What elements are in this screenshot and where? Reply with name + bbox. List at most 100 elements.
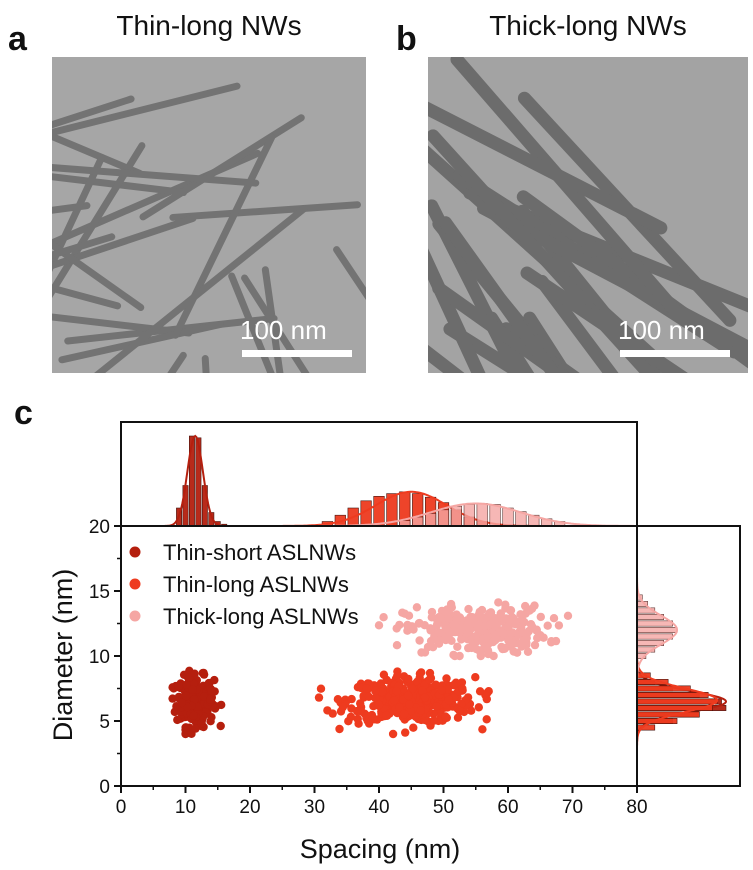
y-tick-label: 0 bbox=[99, 777, 110, 798]
scatter-point bbox=[184, 673, 194, 682]
scatter-point bbox=[441, 712, 450, 721]
scatter-point bbox=[190, 695, 199, 704]
panel-a-title: Thin-long NWs bbox=[116, 10, 302, 41]
scale-label-b: 100 nm bbox=[618, 315, 705, 345]
scatter-point bbox=[404, 674, 413, 684]
scatter-point bbox=[392, 687, 401, 696]
scatter-point bbox=[374, 621, 384, 630]
scatter-point bbox=[554, 621, 564, 630]
scatter-point bbox=[457, 699, 466, 709]
scatter-point bbox=[368, 714, 378, 723]
chart-axes: 0 10 20 30 40 50 60 70 80 0 5 10 15 20 bbox=[89, 517, 648, 818]
scatter-point bbox=[539, 633, 548, 642]
micrograph-b: 100 nm bbox=[428, 57, 748, 373]
nanowire bbox=[52, 132, 144, 177]
scatter-point bbox=[352, 706, 362, 716]
scatter-point bbox=[347, 694, 356, 704]
top-histogram-bar bbox=[489, 504, 501, 527]
scatter-point bbox=[346, 712, 356, 722]
scatter-point bbox=[453, 642, 462, 651]
scatter-point bbox=[216, 721, 225, 731]
scatter-point bbox=[441, 607, 450, 616]
scatter-point bbox=[417, 648, 426, 657]
scatter-point bbox=[506, 606, 516, 615]
scatter-point bbox=[426, 626, 435, 635]
scatter-point bbox=[193, 702, 202, 711]
scatter-point bbox=[441, 635, 450, 645]
right-histogram-panel bbox=[636, 525, 741, 787]
scatter-point bbox=[480, 621, 489, 631]
y-tick-label: 5 bbox=[99, 712, 110, 733]
scatter-point bbox=[399, 709, 409, 719]
x-tick-label: 10 bbox=[175, 797, 196, 818]
right-histogram-bar bbox=[636, 698, 718, 705]
scatter-point bbox=[181, 691, 191, 701]
scatter-point bbox=[449, 650, 458, 660]
scatter-point bbox=[458, 684, 467, 693]
scatter-point bbox=[415, 636, 424, 645]
top-histogram-fit-curve bbox=[164, 434, 227, 527]
scatter-point bbox=[392, 641, 402, 650]
scatter-point bbox=[181, 729, 190, 739]
right-histogram-bar bbox=[636, 620, 673, 627]
scatter-point bbox=[338, 702, 348, 712]
scatter-point bbox=[395, 703, 404, 712]
scatter-point bbox=[335, 724, 344, 734]
panel-a-letter: a bbox=[8, 20, 27, 58]
scatter-point bbox=[409, 723, 418, 732]
scatter-point bbox=[183, 702, 192, 712]
nanowire bbox=[428, 101, 668, 235]
nanowire bbox=[52, 153, 106, 272]
scatter-point bbox=[475, 607, 484, 617]
nanowire bbox=[139, 114, 305, 221]
scatter-point bbox=[485, 609, 494, 618]
nanowire bbox=[438, 216, 562, 373]
legend-label: Thin-long ASLNWs bbox=[163, 572, 349, 597]
scatter-point bbox=[432, 702, 441, 711]
panel-b-title: Thick-long NWs bbox=[489, 10, 687, 41]
nanowire bbox=[428, 129, 657, 373]
scale-label-a: 100 nm bbox=[240, 315, 327, 345]
scatter-point bbox=[389, 696, 399, 705]
scatter-point bbox=[522, 633, 531, 643]
scatter-point bbox=[509, 647, 518, 656]
scatter-point bbox=[474, 703, 483, 712]
right-histogram-bar bbox=[636, 692, 709, 698]
scatter-point bbox=[403, 620, 412, 630]
scatter-point bbox=[189, 711, 198, 720]
nanowire bbox=[94, 204, 308, 373]
scatter-point bbox=[547, 638, 556, 647]
scatter-point bbox=[443, 685, 452, 694]
scatter-point bbox=[316, 684, 326, 693]
scatter-point bbox=[533, 633, 542, 643]
scatter-point bbox=[188, 685, 197, 694]
scatter-point bbox=[491, 630, 500, 640]
scatter-point bbox=[504, 636, 513, 645]
scatter-point bbox=[516, 610, 525, 619]
micrograph-a: 100 nm bbox=[52, 57, 366, 373]
scatter-point bbox=[563, 611, 573, 620]
scatter-point bbox=[494, 598, 503, 607]
scatter-point bbox=[207, 686, 216, 696]
scatter-point bbox=[364, 692, 374, 701]
scatter-point bbox=[457, 624, 467, 633]
scatter-point bbox=[406, 706, 415, 716]
scatter-point bbox=[333, 695, 343, 704]
scatter-point bbox=[536, 612, 545, 622]
scatter-point bbox=[405, 700, 414, 709]
scatter-point bbox=[420, 693, 430, 702]
scatter-point bbox=[466, 706, 476, 715]
scatter-point bbox=[181, 723, 191, 732]
scatter-point bbox=[498, 644, 507, 654]
nanowire bbox=[52, 82, 241, 137]
scatter-point bbox=[187, 729, 196, 738]
scatter-point bbox=[518, 628, 527, 637]
nanowire bbox=[52, 233, 116, 259]
scatter-point bbox=[464, 643, 473, 653]
scatter-point bbox=[409, 625, 418, 634]
nanowire bbox=[241, 274, 310, 373]
scatter-point bbox=[314, 693, 324, 702]
nanowire bbox=[52, 164, 260, 187]
nanowire bbox=[428, 199, 524, 373]
scatter-point bbox=[464, 604, 473, 614]
